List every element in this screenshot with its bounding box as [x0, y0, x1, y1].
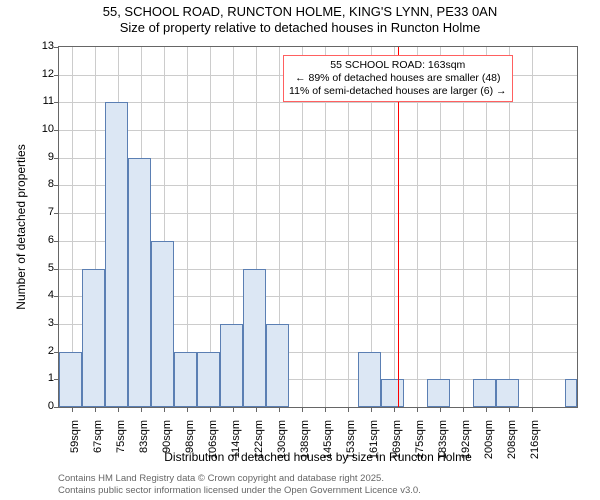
grid-line-horizontal — [59, 130, 577, 131]
x-tick-mark — [210, 407, 211, 412]
histogram-bar — [105, 102, 128, 407]
y-tick-mark — [54, 407, 59, 408]
x-tick-label: 90sqm — [161, 420, 173, 480]
x-tick-mark — [164, 407, 165, 412]
y-tick-label: 11 — [14, 95, 54, 107]
grid-line-horizontal — [59, 102, 577, 103]
y-tick-mark — [54, 269, 59, 270]
y-tick-label: 7 — [14, 206, 54, 218]
x-tick-mark — [95, 407, 96, 412]
histogram-bar — [197, 352, 220, 407]
histogram-bar — [151, 241, 174, 407]
y-tick-mark — [54, 241, 59, 242]
x-tick-mark — [440, 407, 441, 412]
y-tick-mark — [54, 102, 59, 103]
x-tick-label: 175sqm — [414, 420, 426, 480]
x-tick-mark — [279, 407, 280, 412]
annotation-line-3: 11% of semi-detached houses are larger (… — [289, 85, 507, 98]
x-tick-mark — [463, 407, 464, 412]
annotation-line-1: 55 SCHOOL ROAD: 163sqm — [289, 59, 507, 72]
histogram-bar — [496, 379, 519, 407]
x-tick-mark — [325, 407, 326, 412]
x-tick-label: 75sqm — [115, 420, 127, 480]
y-tick-mark — [54, 130, 59, 131]
histogram-bar — [220, 324, 243, 407]
x-tick-label: 192sqm — [460, 420, 472, 480]
x-tick-label: 83sqm — [138, 420, 150, 480]
y-tick-mark — [54, 324, 59, 325]
x-tick-label: 138sqm — [299, 420, 311, 480]
x-tick-label: 67sqm — [92, 420, 104, 480]
histogram-bar — [128, 158, 151, 407]
x-tick-mark — [256, 407, 257, 412]
y-tick-mark — [54, 158, 59, 159]
x-tick-label: 208sqm — [506, 420, 518, 480]
x-tick-label: 183sqm — [437, 420, 449, 480]
y-tick-label: 4 — [14, 289, 54, 301]
x-axis-label: Distribution of detached houses by size … — [58, 450, 578, 464]
x-tick-label: 145sqm — [322, 420, 334, 480]
histogram-bar — [82, 269, 105, 407]
x-tick-mark — [371, 407, 372, 412]
histogram-bar — [59, 352, 82, 407]
footer-line-2: Contains public sector information licen… — [58, 485, 421, 496]
y-tick-mark — [54, 75, 59, 76]
y-tick-label: 3 — [14, 317, 54, 329]
annotation-box: 55 SCHOOL ROAD: 163sqm← 89% of detached … — [283, 55, 513, 102]
y-tick-mark — [54, 47, 59, 48]
histogram-bar — [243, 269, 266, 407]
x-tick-mark — [394, 407, 395, 412]
x-tick-mark — [72, 407, 73, 412]
y-tick-mark — [54, 213, 59, 214]
y-tick-label: 8 — [14, 178, 54, 190]
title-line-2: Size of property relative to detached ho… — [0, 20, 600, 36]
y-tick-label: 2 — [14, 345, 54, 357]
x-tick-label: 114sqm — [230, 420, 242, 480]
histogram-bar — [565, 379, 577, 407]
y-tick-mark — [54, 185, 59, 186]
x-tick-mark — [486, 407, 487, 412]
chart-container: 55, SCHOOL ROAD, RUNCTON HOLME, KING'S L… — [0, 0, 600, 500]
x-tick-mark — [532, 407, 533, 412]
y-axis-label: Number of detached properties — [14, 144, 28, 309]
histogram-bar — [358, 352, 381, 407]
histogram-bar — [381, 379, 404, 407]
x-tick-label: 216sqm — [529, 420, 541, 480]
x-tick-label: 130sqm — [276, 420, 288, 480]
x-tick-mark — [302, 407, 303, 412]
histogram-bar — [427, 379, 450, 407]
y-tick-label: 12 — [14, 68, 54, 80]
title-line-1: 55, SCHOOL ROAD, RUNCTON HOLME, KING'S L… — [0, 4, 600, 20]
x-tick-label: 200sqm — [483, 420, 495, 480]
x-tick-label: 161sqm — [368, 420, 380, 480]
y-tick-label: 1 — [14, 372, 54, 384]
y-tick-label: 0 — [14, 400, 54, 412]
title-block: 55, SCHOOL ROAD, RUNCTON HOLME, KING'S L… — [0, 4, 600, 37]
histogram-bar — [473, 379, 496, 407]
x-tick-label: 122sqm — [253, 420, 265, 480]
x-tick-mark — [348, 407, 349, 412]
x-tick-label: 153sqm — [345, 420, 357, 480]
x-tick-label: 106sqm — [207, 420, 219, 480]
x-tick-label: 169sqm — [391, 420, 403, 480]
histogram-bar — [266, 324, 289, 407]
plot-area: 55 SCHOOL ROAD: 163sqm← 89% of detached … — [58, 46, 578, 408]
x-tick-label: 59sqm — [69, 420, 81, 480]
y-tick-mark — [54, 296, 59, 297]
y-tick-label: 6 — [14, 234, 54, 246]
x-tick-mark — [187, 407, 188, 412]
grid-line-vertical — [532, 47, 533, 407]
y-tick-label: 10 — [14, 123, 54, 135]
y-tick-label: 9 — [14, 151, 54, 163]
x-tick-mark — [118, 407, 119, 412]
y-tick-label: 5 — [14, 262, 54, 274]
y-tick-label: 13 — [14, 40, 54, 52]
x-tick-mark — [417, 407, 418, 412]
histogram-bar — [174, 352, 197, 407]
x-tick-label: 98sqm — [184, 420, 196, 480]
x-tick-mark — [233, 407, 234, 412]
x-tick-mark — [141, 407, 142, 412]
x-tick-mark — [509, 407, 510, 412]
annotation-line-2: ← 89% of detached houses are smaller (48… — [289, 72, 507, 85]
